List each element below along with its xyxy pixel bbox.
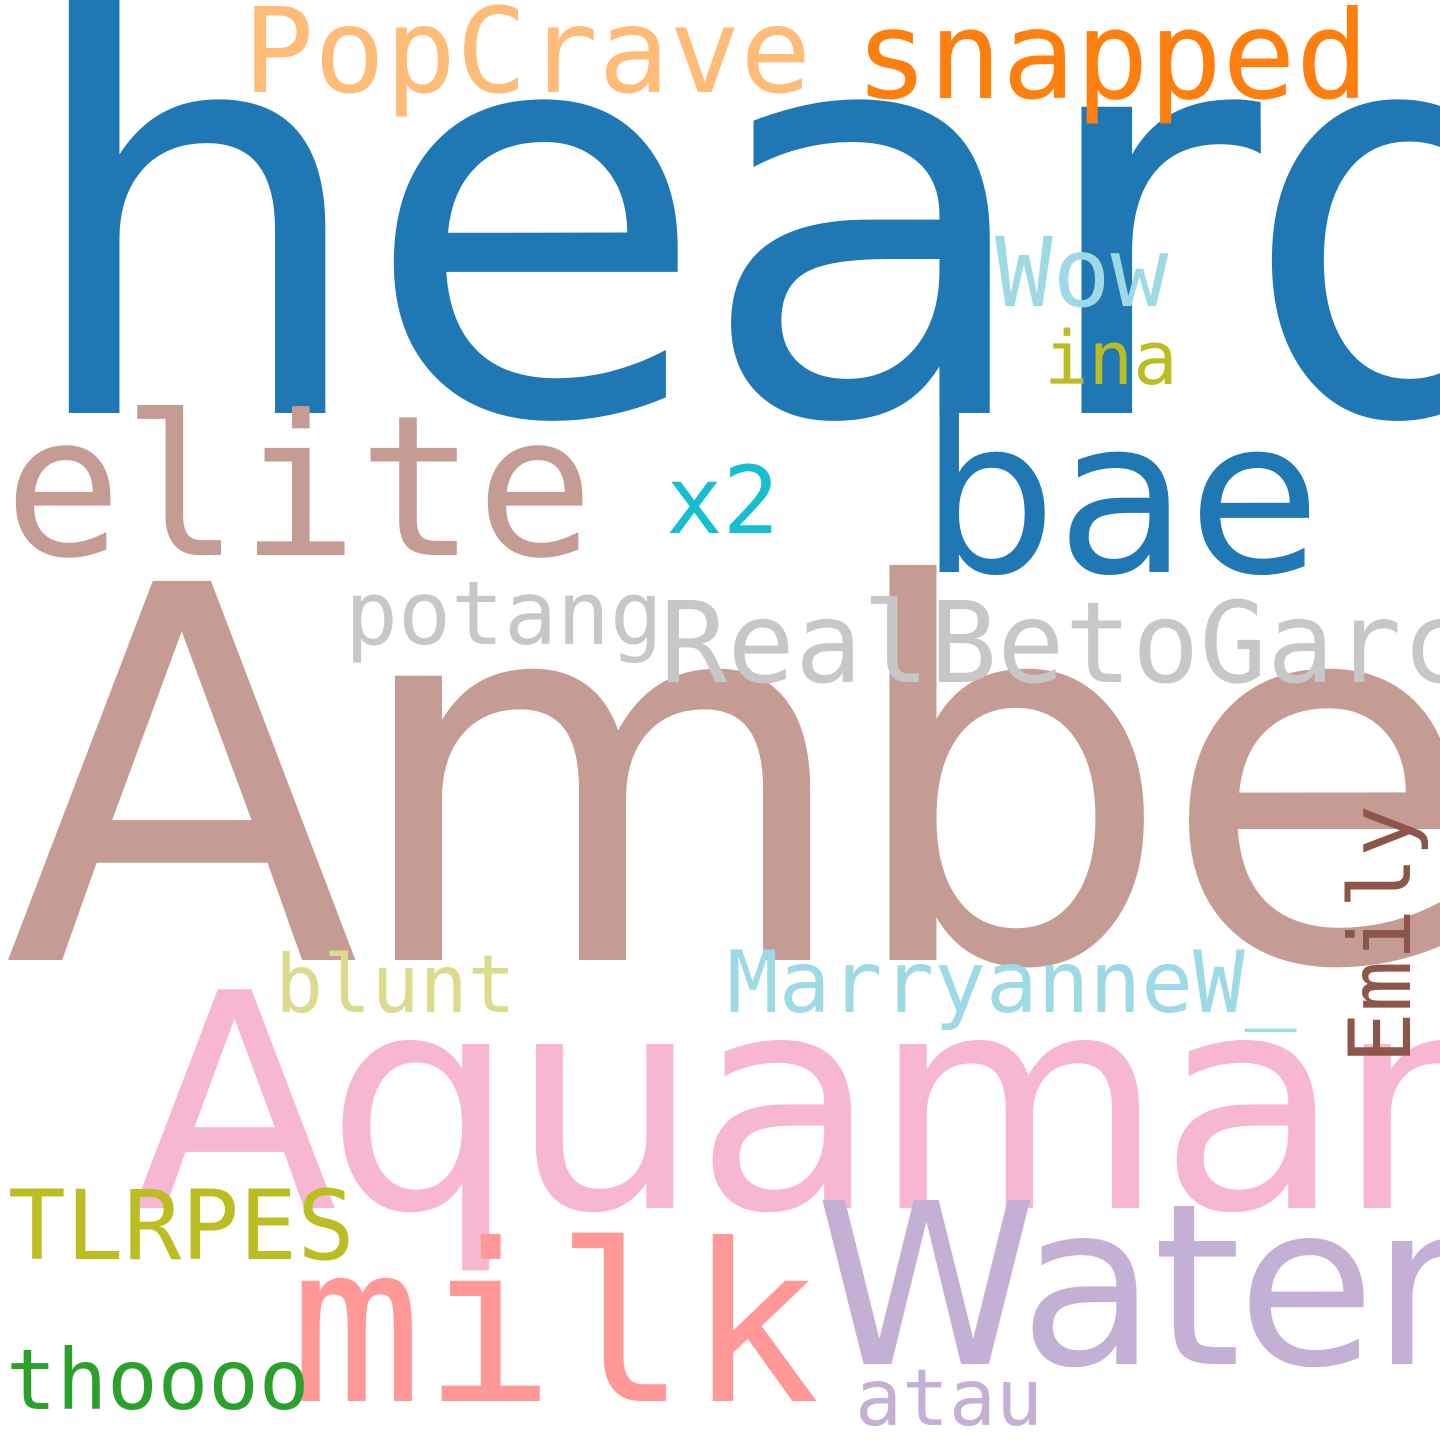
- word-amber: Amber: [4, 477, 1440, 1083]
- word-popcrave: PopCrave: [243, 0, 812, 120]
- word-aquaman: Aquaman: [132, 930, 1440, 1279]
- word-snapped: snapped: [855, 0, 1370, 127]
- word-blunt: blunt: [275, 938, 516, 1031]
- word-elite: elite: [4, 374, 595, 602]
- word-marryannew: MarryanneW_: [727, 933, 1297, 1033]
- word-thoooo: thoooo: [6, 1331, 310, 1429]
- word-emily: Emily: [1331, 805, 1431, 1064]
- word-atau: atau: [855, 1354, 1043, 1440]
- word-tlrpes: TLRPES: [8, 1170, 355, 1282]
- word-ina: ina: [1044, 316, 1178, 402]
- word-x2: x2: [666, 447, 780, 556]
- word-realbetogarcia: RealBetoGarcia: [660, 579, 1440, 709]
- word-heard: heard: [18, 0, 1440, 546]
- word-wow: Wow: [995, 217, 1169, 329]
- word-bae: bae: [920, 372, 1321, 623]
- word-water: Water: [815, 1156, 1440, 1418]
- word-potang: potang: [345, 562, 663, 665]
- word-milk: milk: [290, 1197, 820, 1440]
